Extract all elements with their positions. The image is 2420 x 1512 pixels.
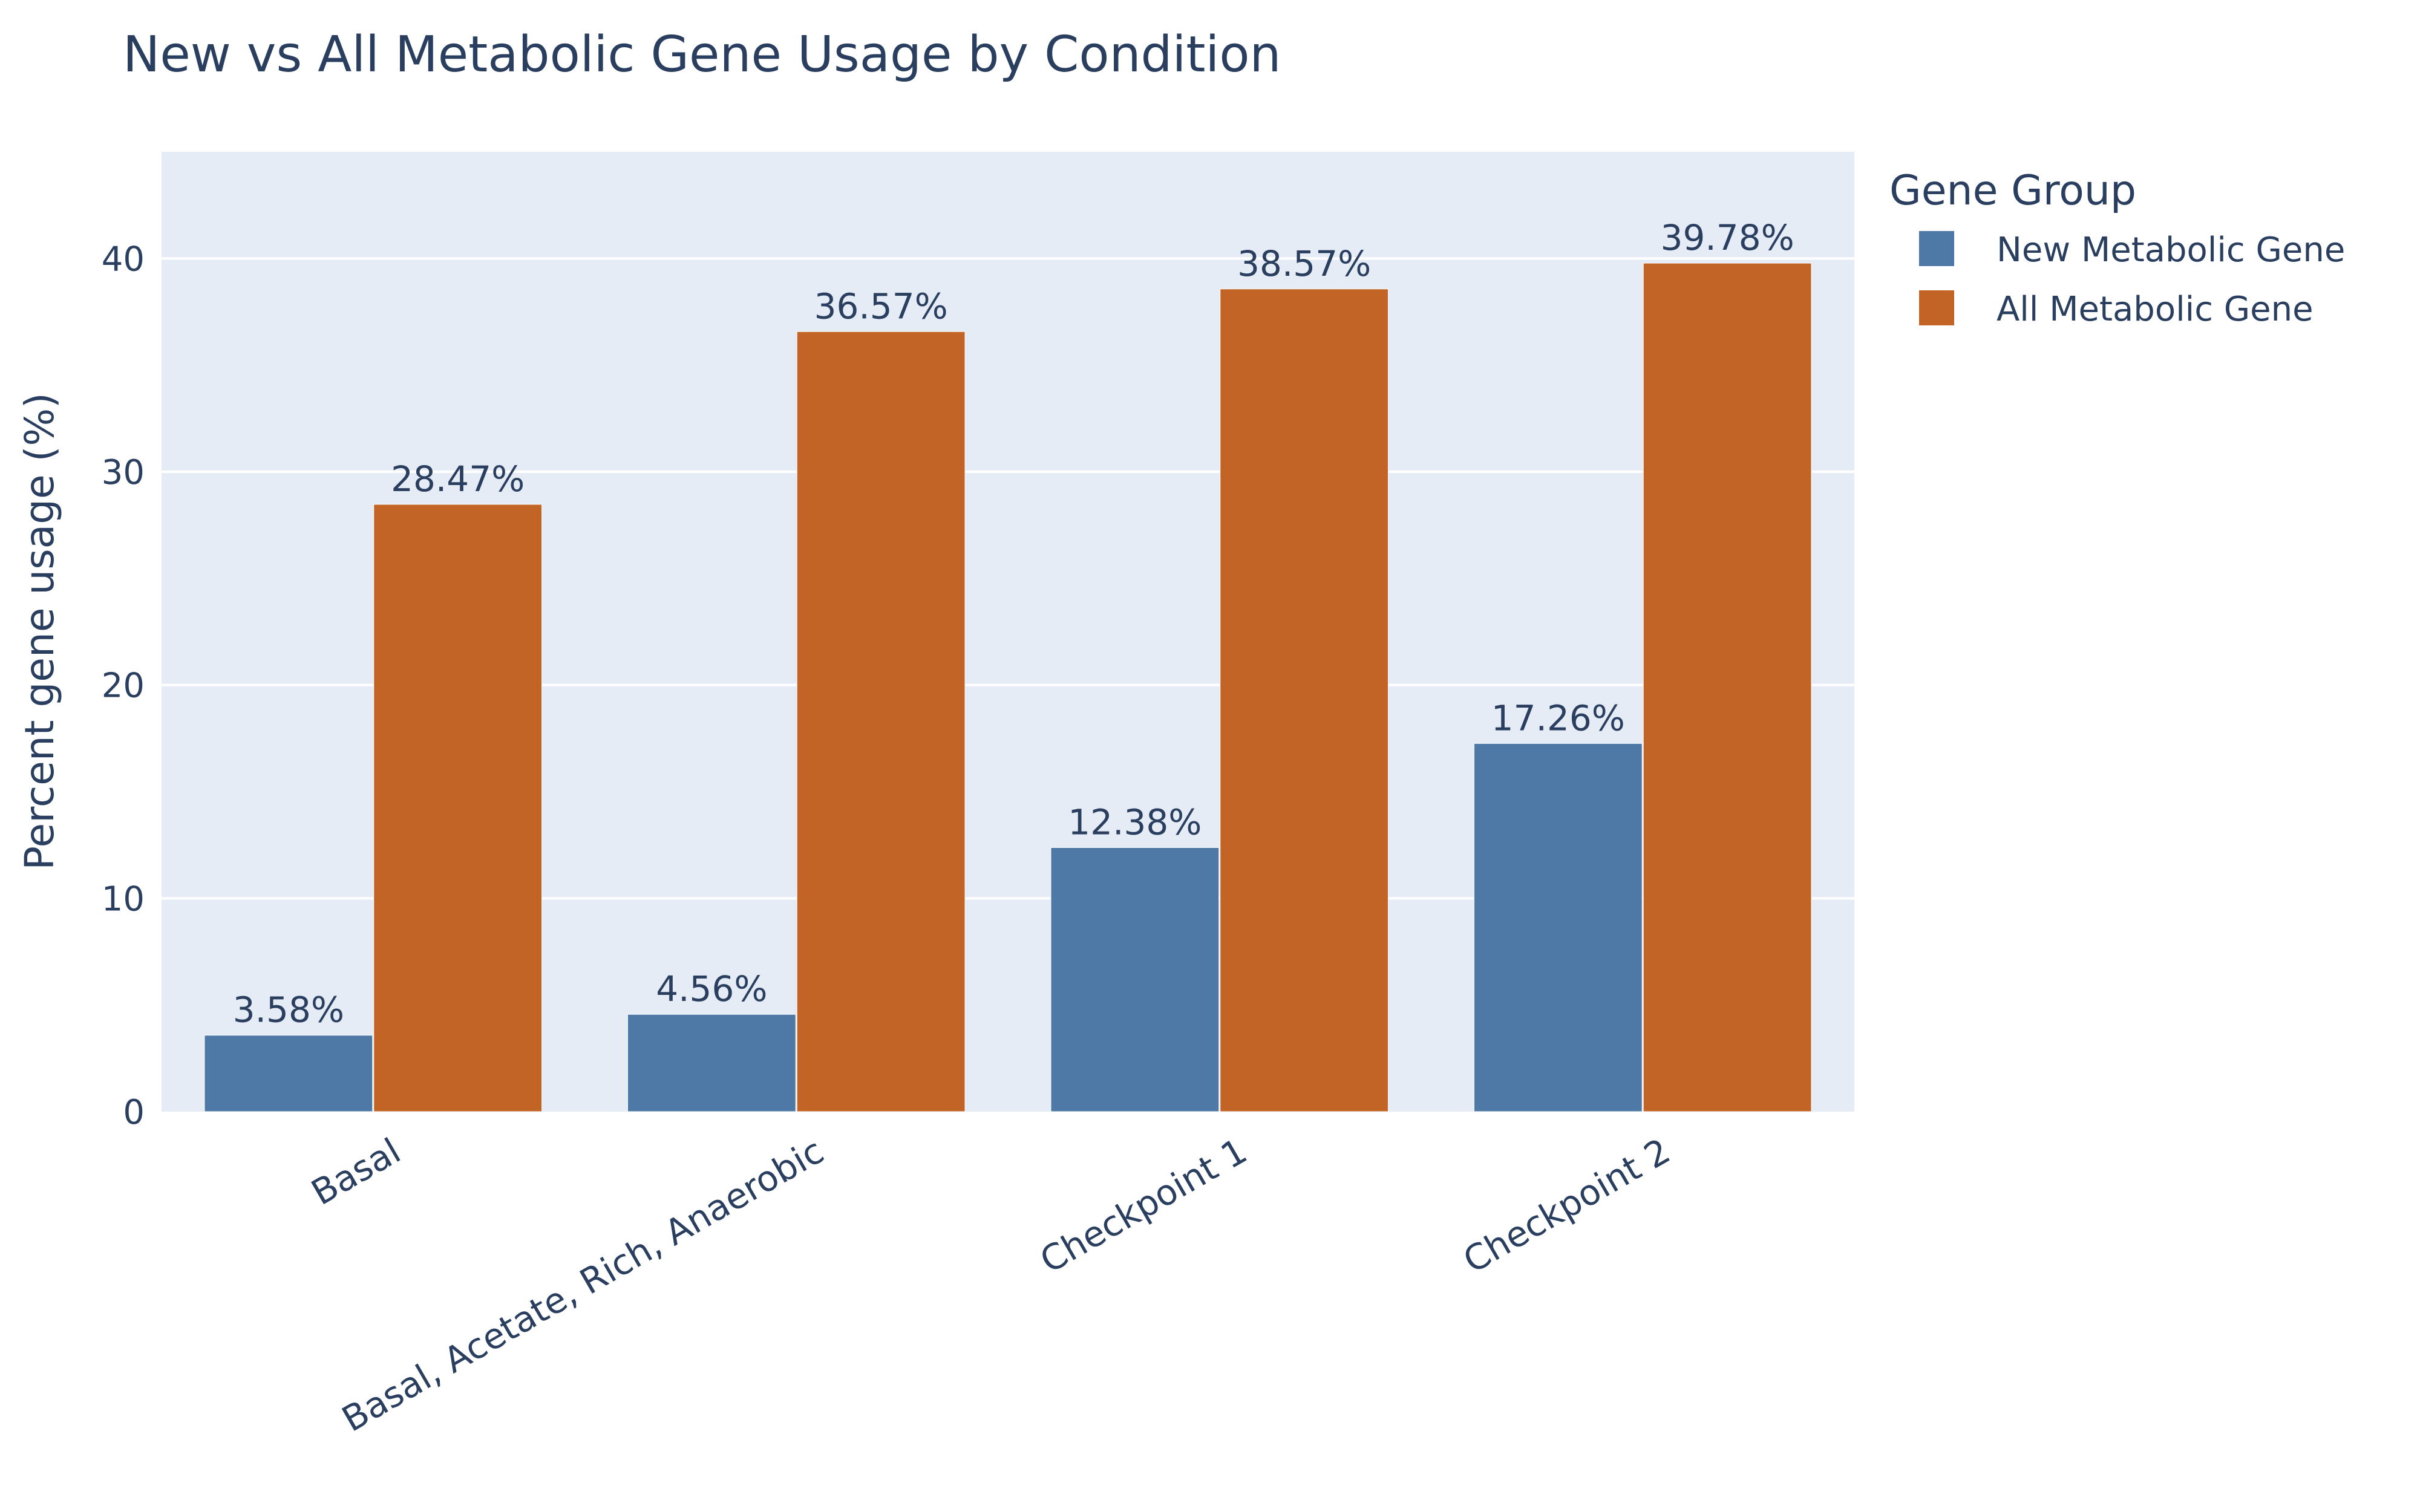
y-tick-label: 10 [102,879,145,919]
legend: Gene Group New Metabolic Gene All Metabol… [1889,167,2345,329]
x-tick-label: Basal [304,1130,407,1213]
bar-all [373,504,543,1112]
y-tick-label: 30 [102,453,145,492]
legend-title: Gene Group [1889,167,2136,215]
y-tick-label: 20 [102,666,145,706]
bar-new [1473,743,1643,1112]
bar-value-label: 39.78% [1661,217,1794,258]
bar-new [1050,847,1220,1112]
bar-new [204,1035,373,1112]
x-tick-label: Checkpoint 2 [1456,1130,1677,1282]
bar-all [1220,288,1389,1112]
bar-all [1643,262,1812,1112]
data-labels: 3.58% 28.47% 4.56% 36.57% 12.38% 38.57% 17.26%… [233,217,1794,1031]
bar-value-label: 38.57% [1237,243,1371,284]
legend-items: New Metabolic Gene All Metabolic Gene [1919,230,2345,329]
legend-swatch [1919,290,1954,325]
bar-value-label: 3.58% [233,989,344,1031]
y-axis-title: Percent gene usage (%) [16,393,63,870]
x-tick-label: Checkpoint 1 [1033,1130,1254,1282]
y-tick-label: 40 [102,240,145,279]
legend-label: All Metabolic Gene [1996,290,2314,329]
legend-label: New Metabolic Gene [1996,230,2345,270]
bar-new [627,1014,796,1112]
x-tick-label: Basal, Acetate, Rich, Anaerobic [335,1130,831,1440]
chart-title: New vs All Metabolic Gene Usage by Condi… [123,26,1281,83]
y-axis-ticks: 0 10 20 30 40 [102,240,145,1132]
bar-all [796,331,966,1112]
bar-value-label: 12.38% [1068,801,1202,842]
legend-swatch [1919,231,1954,266]
y-tick-label: 0 [123,1093,145,1132]
bar-value-label: 4.56% [656,968,767,1009]
bars [204,262,1812,1112]
bar-value-label: 36.57% [814,285,948,327]
bar-value-label: 17.26% [1491,697,1625,738]
bar-value-label: 28.47% [391,458,525,500]
